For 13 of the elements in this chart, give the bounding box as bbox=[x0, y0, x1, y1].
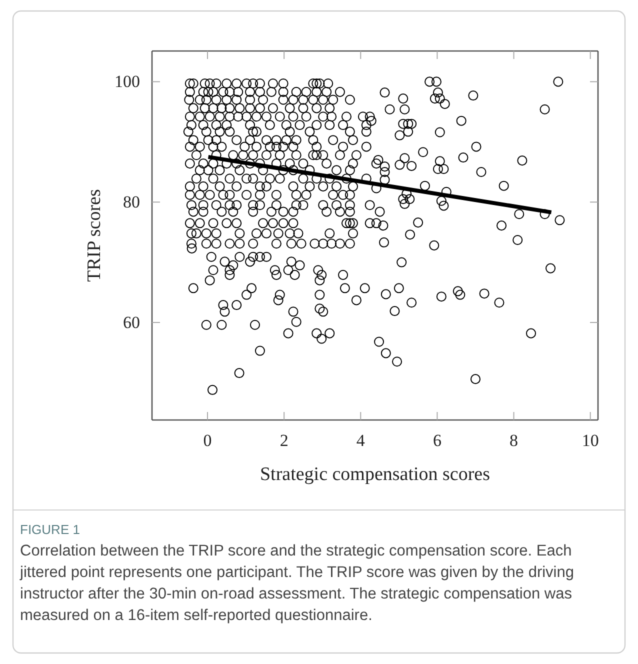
x-axis-title: Strategic compensation scores bbox=[260, 464, 490, 485]
y-tick-label: 100 bbox=[114, 72, 140, 92]
y-axis-title: TRIP scores bbox=[84, 189, 105, 282]
x-tick-label: 6 bbox=[432, 431, 442, 450]
caption: FIGURE 1 bbox=[20, 522, 80, 537]
y-tick-label: 60 bbox=[123, 312, 140, 332]
y-tick-label: 80 bbox=[123, 192, 140, 212]
x-tick-label: 10 bbox=[582, 431, 599, 450]
x-tick-label: 2 bbox=[280, 431, 288, 450]
x-tick-label: 4 bbox=[356, 431, 366, 450]
text: Correlation between the TRIP score and the strategic compensation score. Each jittered point represents one participant. The TRIP score was given by the driving instructor after the 30-min on-road assessment. The strategic compensation was measured on a 16-item self-reported questionnaire. bbox=[19, 542, 574, 624]
x-tick-label: 8 bbox=[510, 431, 518, 450]
x-tick-label: 0 bbox=[203, 431, 212, 450]
